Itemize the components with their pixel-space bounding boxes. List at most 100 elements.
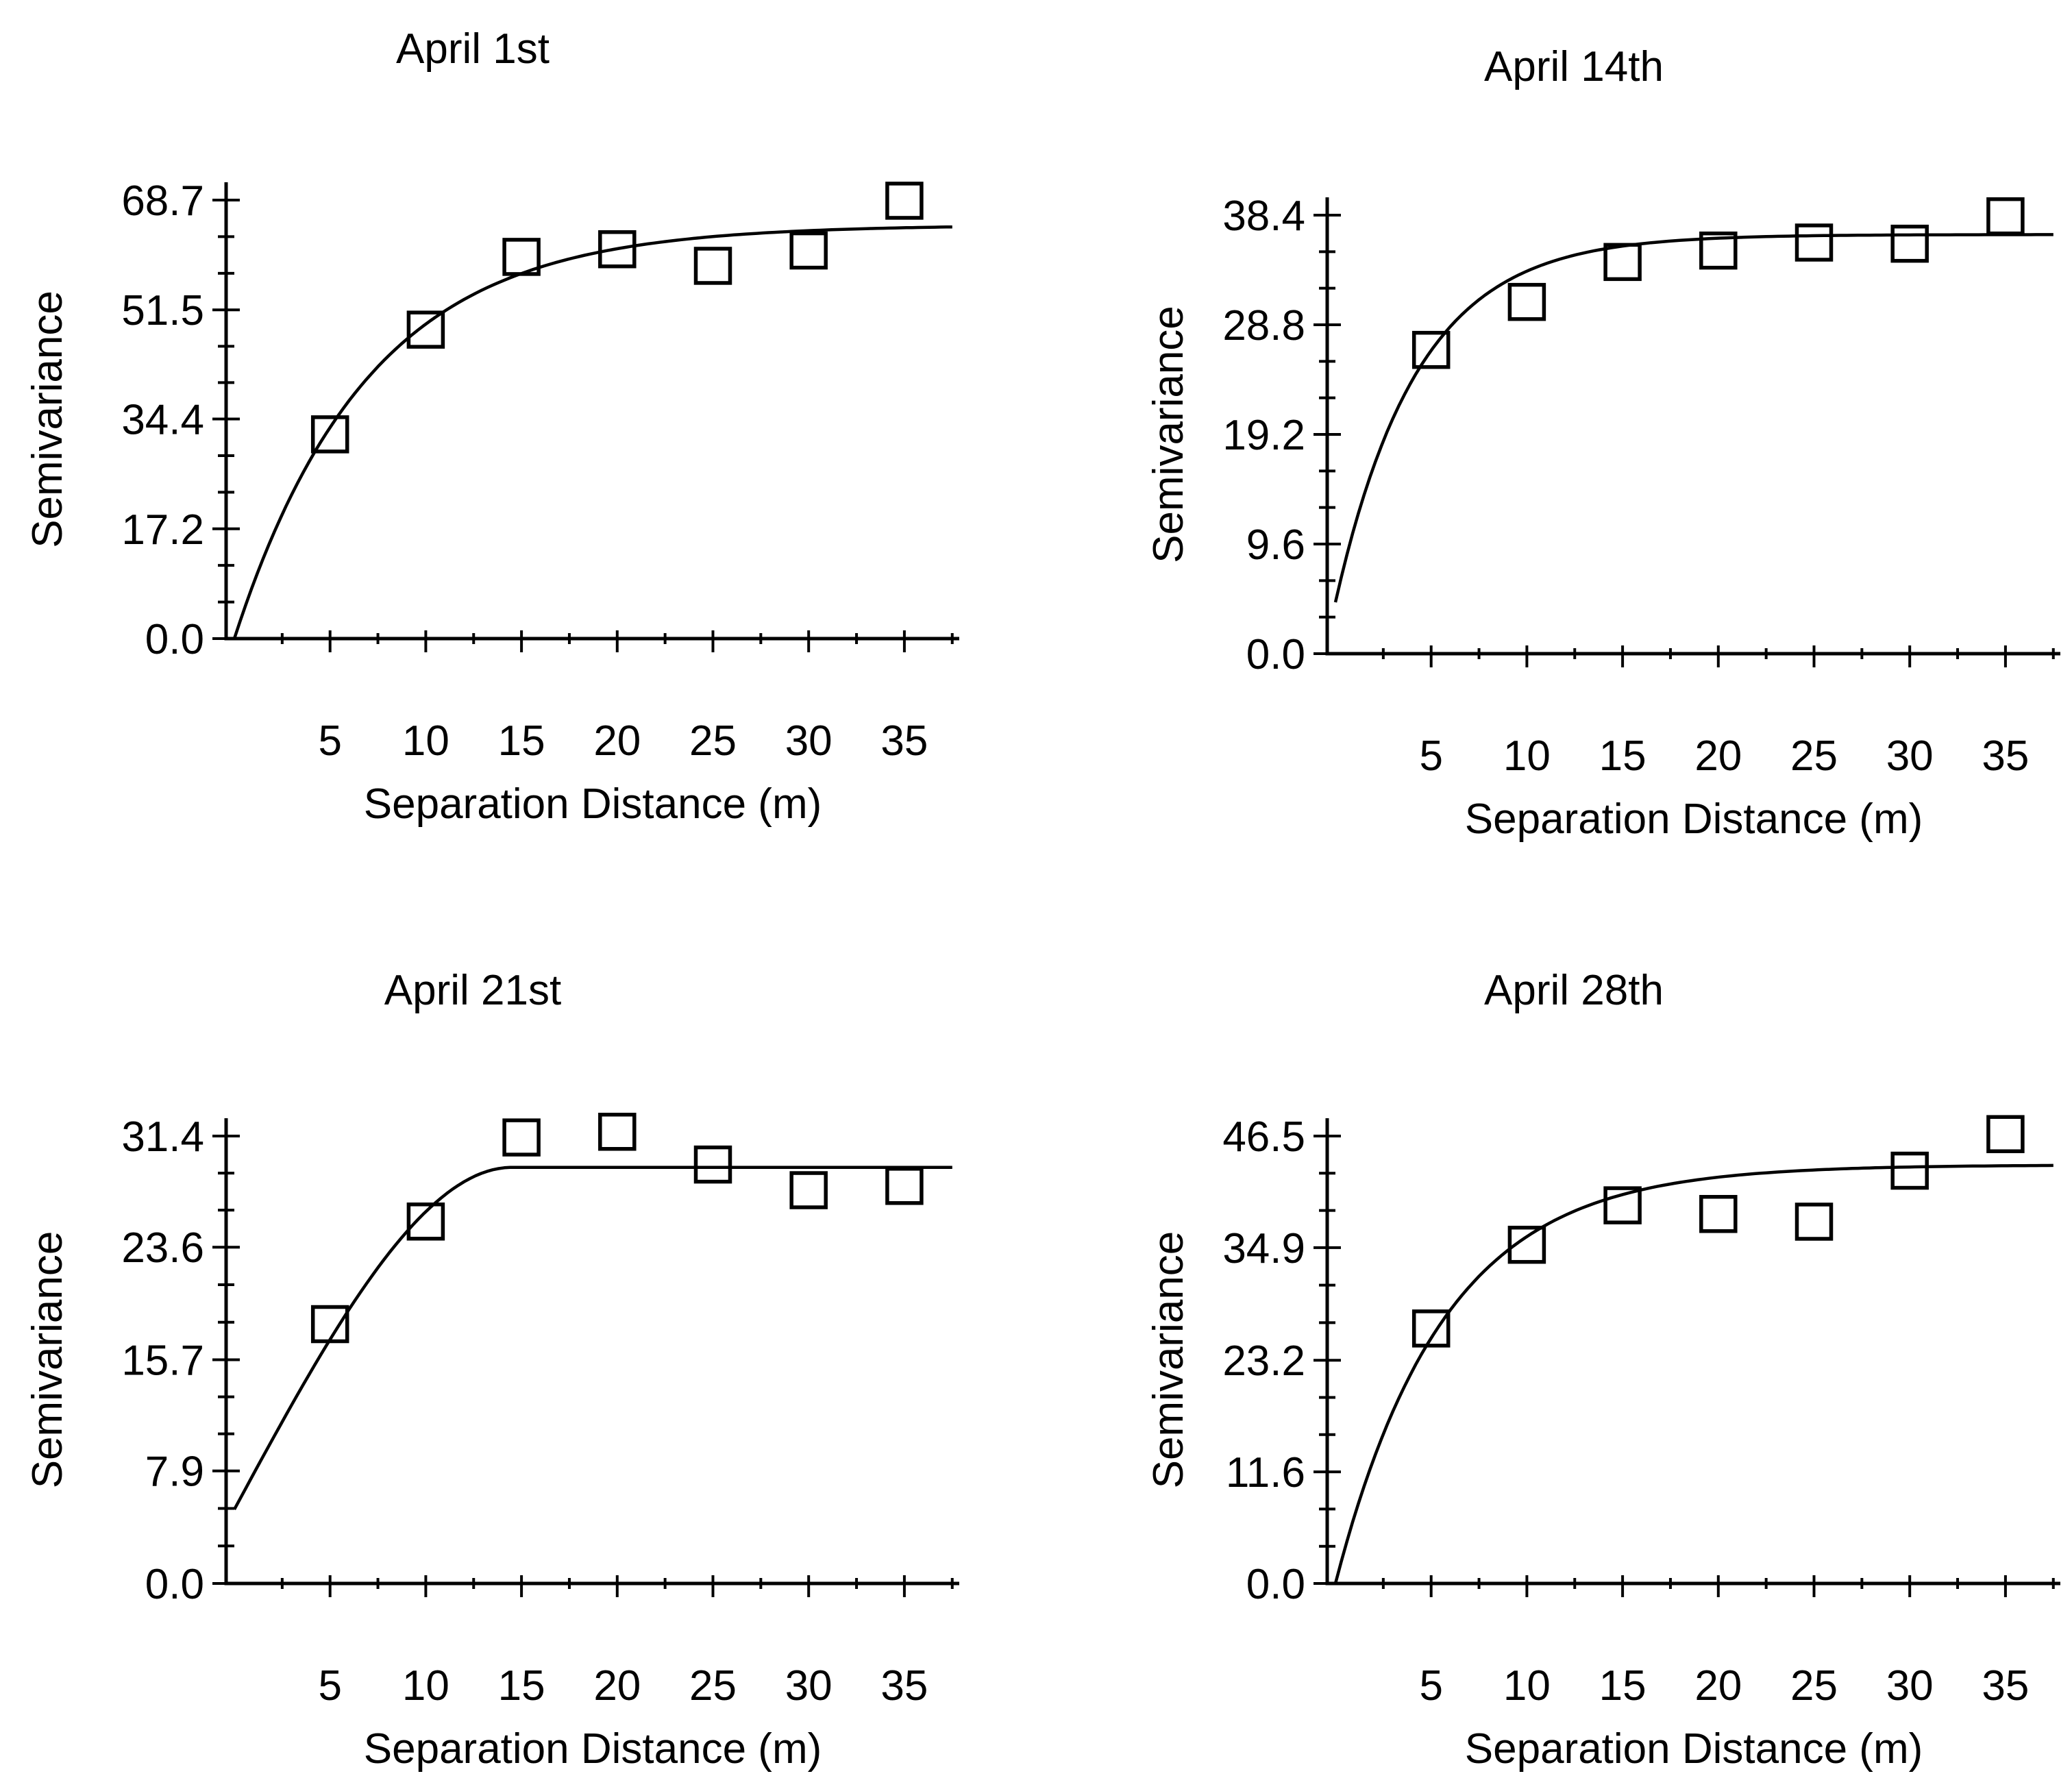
- x-tick-label: 10: [402, 1662, 449, 1710]
- y-tick-label: 7.9: [145, 1448, 204, 1496]
- model-curve: [1333, 1163, 2054, 1584]
- y-tick-label: 31.4: [121, 1113, 204, 1161]
- x-tick-label: 15: [498, 717, 545, 765]
- x-tick-label: 25: [689, 717, 737, 765]
- data-point-square: [310, 1305, 349, 1344]
- plot-title: April 1st: [396, 25, 550, 73]
- data-point-square: [1699, 1194, 1738, 1233]
- data-point-square: [406, 1202, 445, 1241]
- data-point-square: [693, 247, 732, 285]
- x-tick-label: 15: [1599, 1662, 1646, 1710]
- x-tick-label: 30: [1886, 1662, 1934, 1710]
- y-tick-label: 9.6: [1246, 521, 1305, 569]
- x-tick-label: 25: [689, 1662, 737, 1710]
- data-point-square: [598, 230, 637, 269]
- x-tick-label: 35: [880, 717, 928, 765]
- x-axis-label: Separation Distance (m): [1465, 1725, 1923, 1773]
- subplot-april-1st: April 1st 0.0 17.2 34.4 51.5 68.7 5 10 15 20 25 30 3…: [0, 0, 1036, 888]
- y-tick-label: 46.5: [1222, 1113, 1305, 1161]
- x-axis-label: Separation Distance (m): [364, 780, 822, 828]
- x-tick-label: 35: [880, 1662, 928, 1710]
- y-tick-label: 68.7: [121, 177, 204, 225]
- y-tick-label: 34.9: [1222, 1225, 1305, 1272]
- data-point-square: [789, 231, 828, 270]
- y-tick-label: 51.5: [121, 287, 204, 334]
- x-axis-label: Separation Distance (m): [364, 1725, 822, 1773]
- data-point-square: [789, 1171, 828, 1209]
- data-point-square: [502, 238, 541, 276]
- data-point-square: [1890, 224, 1929, 263]
- data-point-square: [406, 310, 445, 349]
- y-tick-label: 23.6: [121, 1224, 204, 1272]
- y-tick-label: 28.8: [1222, 302, 1305, 349]
- data-point-square: [1603, 1186, 1642, 1224]
- model-curve: [1333, 233, 2054, 603]
- x-tick-label: 35: [1982, 732, 2029, 780]
- x-tick-label: 35: [1982, 1662, 2029, 1710]
- plot-title: April 21st: [384, 967, 561, 1014]
- y-tick-label: 19.2: [1222, 412, 1305, 459]
- model-curve: [232, 225, 952, 639]
- y-tick-label: 11.6: [1226, 1449, 1305, 1496]
- x-tick-label: 10: [402, 717, 449, 765]
- data-point-square: [502, 1118, 541, 1157]
- data-point-square: [1795, 223, 1834, 262]
- x-tick-label: 15: [1599, 732, 1646, 780]
- y-axis-label: Semivariance: [1145, 1231, 1192, 1489]
- data-point-square: [1890, 1151, 1929, 1190]
- x-tick-label: 25: [1790, 732, 1838, 780]
- data-point-square: [885, 1167, 924, 1205]
- x-tick-label: 20: [593, 1662, 641, 1710]
- y-tick-label: 34.4: [121, 397, 204, 444]
- y-tick-label: 38.4: [1222, 193, 1305, 240]
- semivariogram-chart-april-28th: April 28th 0.0 11.6 23.2 34.9 46.5 5 10 15 20 25 30…: [1145, 967, 2060, 1773]
- data-point-square: [1603, 243, 1642, 282]
- data-point-square: [1411, 330, 1451, 369]
- y-axis-label: Semivariance: [24, 291, 71, 548]
- data-point-square: [693, 1145, 732, 1184]
- y-axis-label: Semivariance: [1145, 306, 1192, 563]
- x-tick-label: 15: [498, 1662, 545, 1710]
- y-axis-label: Semivariance: [24, 1231, 71, 1489]
- data-point-square: [310, 415, 349, 454]
- x-tick-label: 20: [1694, 1662, 1742, 1710]
- x-tick-label: 30: [785, 1662, 832, 1710]
- x-tick-label: 5: [1419, 732, 1442, 780]
- data-point-square: [1507, 1225, 1546, 1264]
- plot-title: April 14th: [1484, 43, 1664, 90]
- x-tick-label: 5: [318, 1662, 341, 1710]
- subplot-april-14th: April 14th 0.0 9.6 19.2 28.8 38.4 5 10 15 20 25 30 3…: [1036, 0, 2072, 888]
- y-tick-label: 15.7: [121, 1337, 204, 1385]
- x-tick-label: 20: [1694, 732, 1742, 780]
- y-tick-label: 0.0: [1246, 631, 1305, 678]
- data-point-square: [1986, 197, 2025, 236]
- data-point-square: [1986, 1115, 2025, 1153]
- x-tick-label: 5: [318, 717, 341, 765]
- x-tick-label: 20: [593, 717, 641, 765]
- x-axis-label: Separation Distance (m): [1465, 796, 1923, 843]
- semivariogram-chart-april-21st: April 21st 0.0 7.9 15.7 23.6 31.4 5 10 15 20 25 30 3…: [24, 967, 959, 1773]
- x-tick-label: 30: [785, 717, 832, 765]
- y-tick-label: 0.0: [1246, 1561, 1305, 1608]
- y-tick-label: 0.0: [145, 1561, 204, 1608]
- data-point-square: [1411, 1309, 1451, 1348]
- data-point-square: [1507, 282, 1546, 321]
- data-point-square: [598, 1113, 637, 1151]
- x-tick-label: 5: [1419, 1662, 1442, 1710]
- x-tick-label: 25: [1790, 1662, 1838, 1710]
- x-tick-label: 30: [1886, 732, 1934, 780]
- y-tick-label: 0.0: [145, 616, 204, 663]
- y-tick-label: 23.2: [1222, 1337, 1305, 1385]
- data-point-square: [885, 182, 924, 220]
- subplot-april-21st: April 21st 0.0 7.9 15.7 23.6 31.4 5 10 15 20 25 30 3…: [0, 888, 1036, 1776]
- semivariogram-chart-april-1st: April 1st 0.0 17.2 34.4 51.5 68.7 5 10 15 20 25 30 3…: [24, 25, 959, 828]
- x-tick-label: 10: [1503, 1662, 1551, 1710]
- subplot-april-28th: April 28th 0.0 11.6 23.2 34.9 46.5 5 10 15 20 25 30…: [1036, 888, 2072, 1776]
- plot-title: April 28th: [1484, 967, 1664, 1014]
- data-point-square: [1699, 231, 1738, 270]
- x-tick-label: 10: [1503, 732, 1551, 780]
- data-point-square: [1795, 1202, 1834, 1241]
- y-tick-label: 17.2: [121, 506, 204, 554]
- semivariogram-chart-april-14th: April 14th 0.0 9.6 19.2 28.8 38.4 5 10 15 20 25 30 3…: [1145, 43, 2060, 843]
